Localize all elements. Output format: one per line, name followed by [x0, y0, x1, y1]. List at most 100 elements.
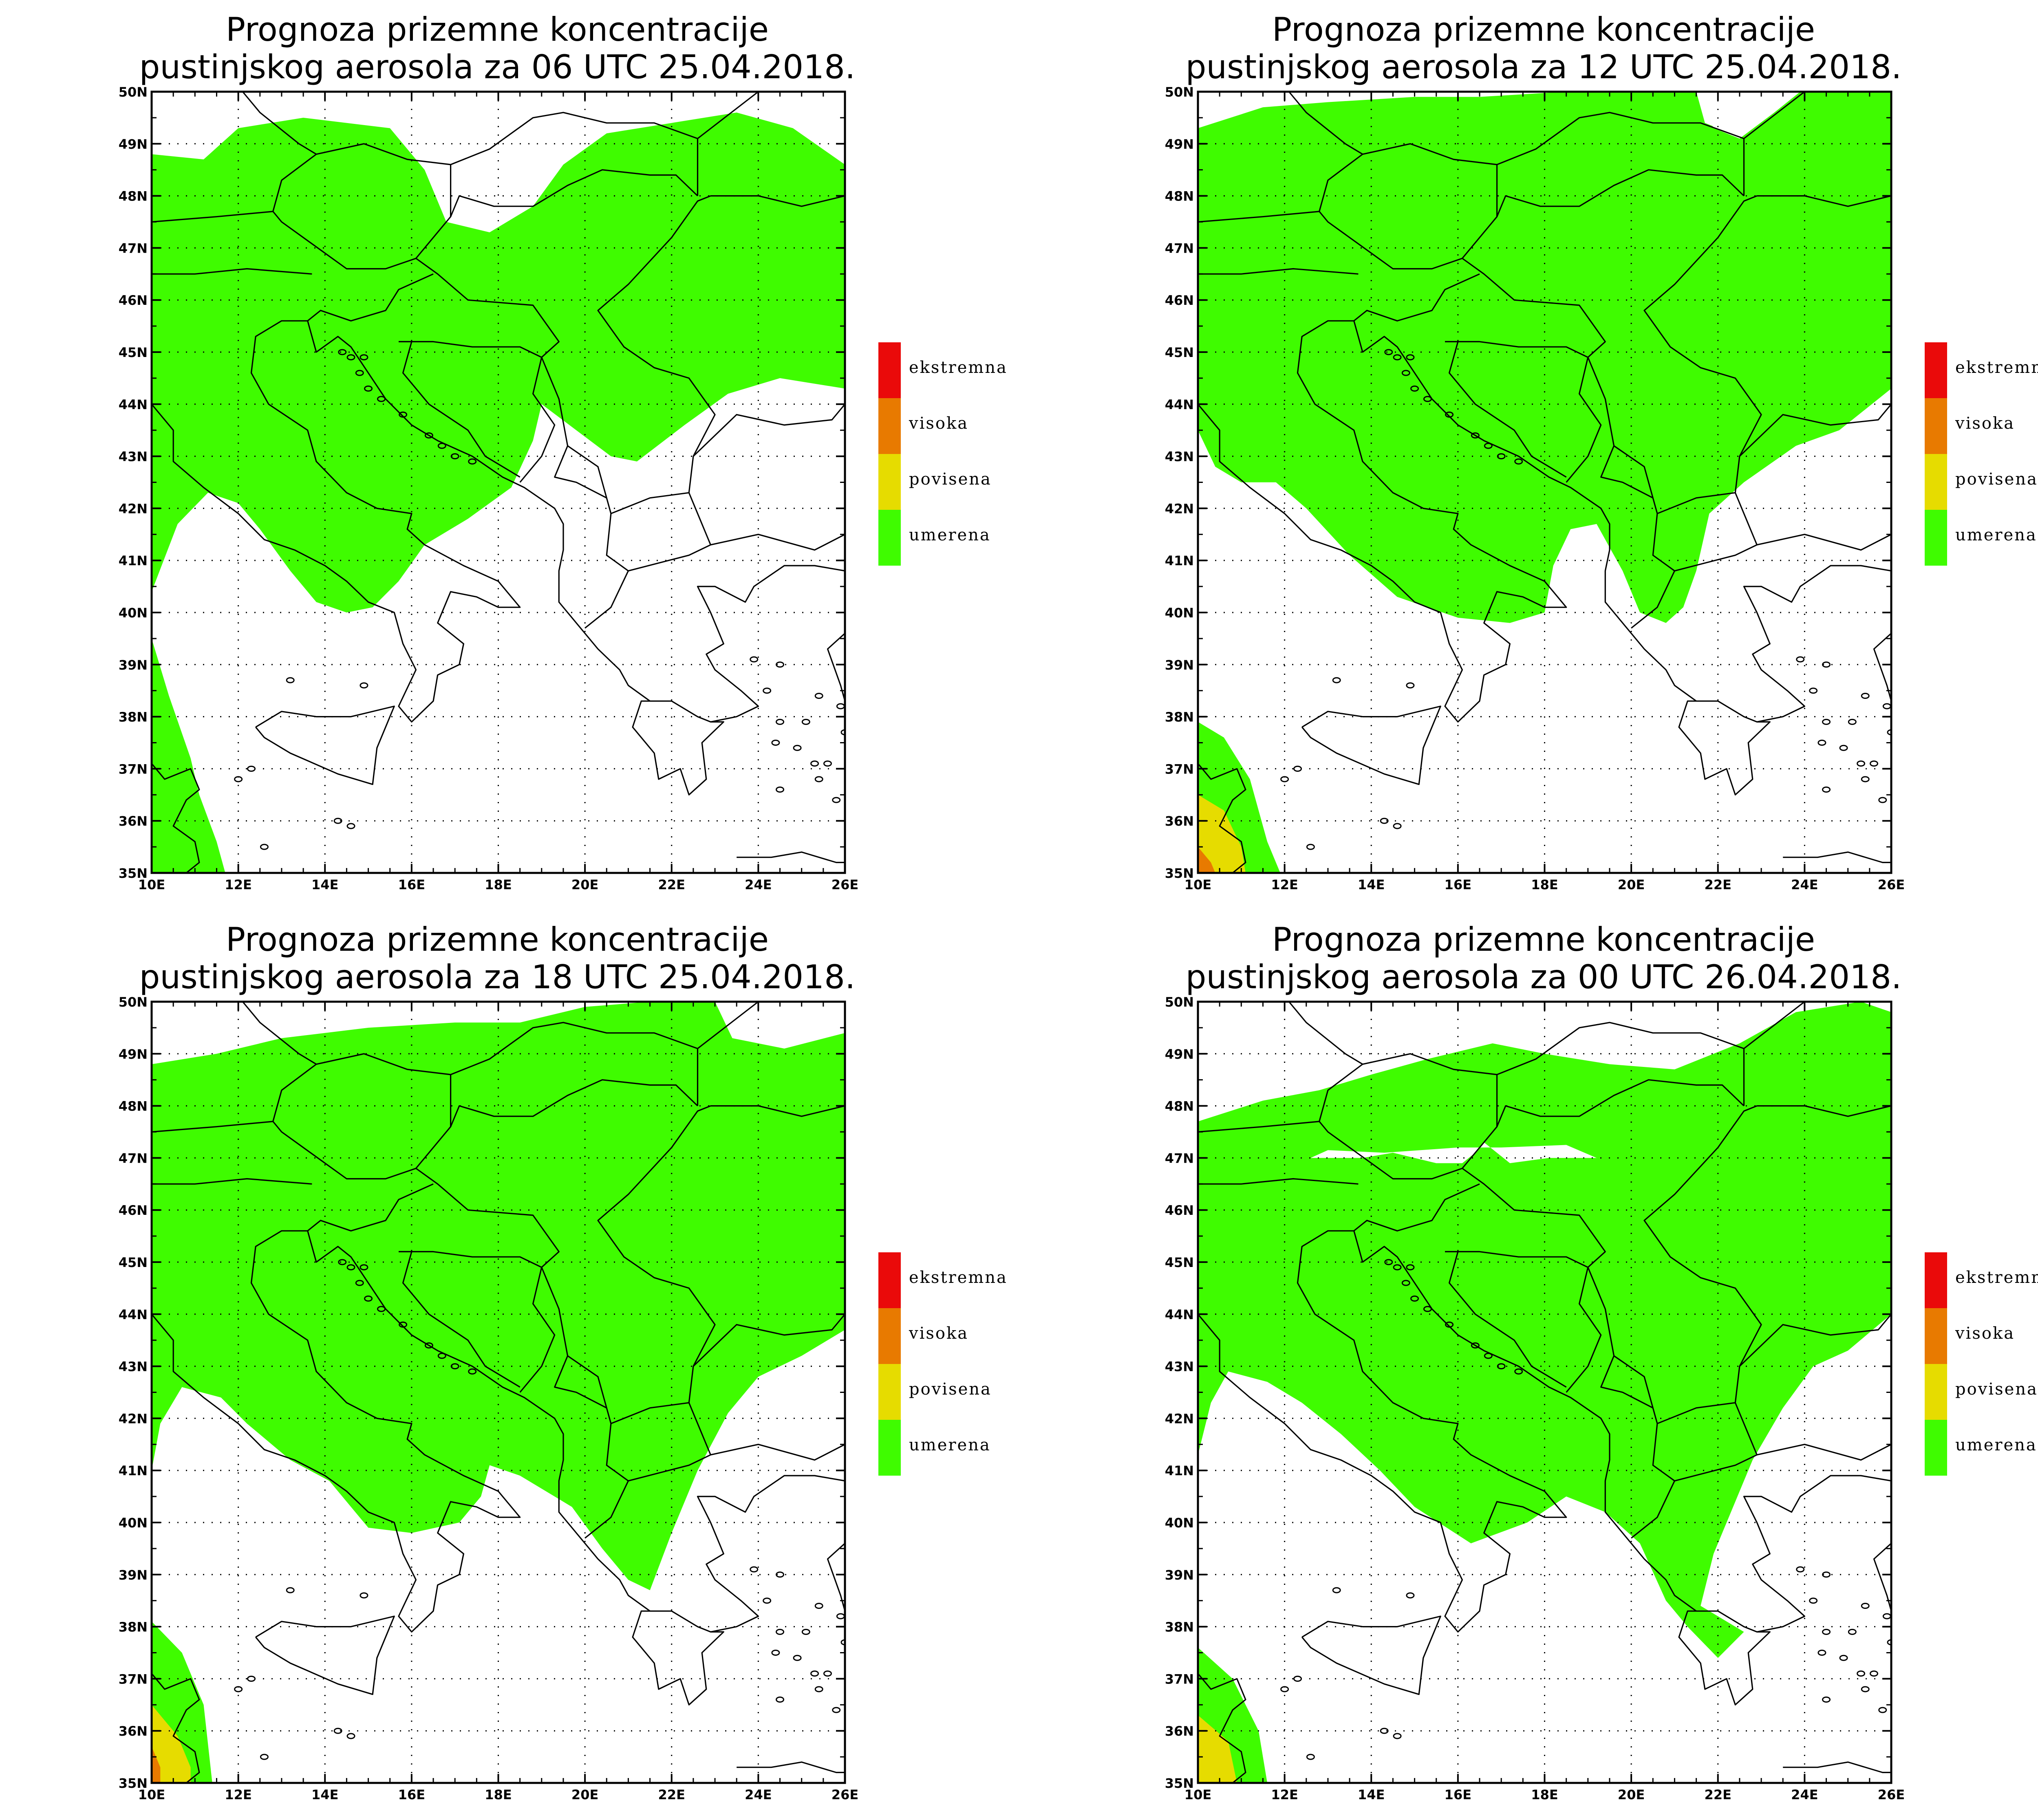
- lat-label: 35N: [119, 1776, 148, 1791]
- island-outline: [377, 396, 386, 402]
- island-outline: [1497, 453, 1506, 460]
- island-outline: [333, 817, 342, 824]
- island-outline: [776, 718, 785, 725]
- lat-label: 50N: [1165, 994, 1194, 1010]
- border-line: [1353, 1183, 1480, 1232]
- island-outline: [1406, 1264, 1415, 1271]
- island-outline: [1887, 729, 1891, 736]
- lat-label: 35N: [1165, 1776, 1194, 1791]
- border-line: [1643, 1105, 1762, 1403]
- border-line: [399, 1251, 542, 1268]
- island-outline: [1887, 1639, 1891, 1646]
- island-outline: [1869, 1670, 1878, 1677]
- island-outline: [1839, 745, 1848, 751]
- island-outline: [360, 1592, 368, 1599]
- island-outline: [776, 1697, 785, 1703]
- legend-swatch-umerena: [878, 510, 901, 566]
- island-outline: [338, 349, 347, 355]
- border-line: [1600, 1355, 1654, 1409]
- island-outline: [399, 1321, 408, 1328]
- island-outline: [1393, 354, 1402, 361]
- border-line: [1873, 632, 1891, 701]
- border-line: [1448, 1251, 1567, 1388]
- border-line: [632, 1610, 724, 1705]
- border-line: [307, 273, 434, 322]
- island-outline: [1410, 1295, 1419, 1302]
- legend-label-umerena: umerena: [1955, 1436, 2037, 1454]
- island-outline: [1410, 385, 1419, 392]
- lat-label: 45N: [1165, 1255, 1194, 1270]
- aerosol-visoka-area: [1198, 847, 1215, 873]
- island-outline: [437, 1353, 446, 1359]
- lat-label: 44N: [119, 1307, 148, 1322]
- legend-swatch-ekstremna: [1925, 342, 1947, 398]
- border-line: [1678, 700, 1771, 795]
- legend-swatch-visoka: [1925, 398, 1947, 454]
- island-outline: [450, 453, 459, 460]
- island-outline: [1857, 760, 1866, 767]
- lat-label: 37N: [1165, 1671, 1194, 1687]
- legend-swatch-ekstremna: [1925, 1252, 1947, 1308]
- island-outline: [1857, 1670, 1866, 1677]
- border-line: [152, 320, 521, 723]
- lat-label: 42N: [1165, 1411, 1194, 1426]
- island-outline: [793, 745, 802, 751]
- border-line: [242, 92, 317, 155]
- island-outline: [771, 1650, 780, 1656]
- border-line: [307, 320, 651, 702]
- lat-label: 49N: [1165, 137, 1194, 152]
- lat-label: 50N: [119, 84, 148, 100]
- island-outline: [823, 1670, 832, 1677]
- island-outline: [437, 443, 446, 449]
- legend-label-povisena: povisena: [1955, 470, 2038, 489]
- island-outline: [1861, 692, 1870, 699]
- island-outline: [1861, 1686, 1870, 1692]
- lat-label: 41N: [1165, 553, 1194, 568]
- map-title-line2: pustinjskog aerosola za 18 UTC 25.04.201…: [139, 958, 856, 996]
- island-outline: [1332, 677, 1341, 683]
- border-line: [242, 1002, 317, 1065]
- island-outline: [1484, 443, 1493, 449]
- island-outline: [1861, 776, 1870, 782]
- border-line: [152, 268, 312, 275]
- island-outline: [1822, 1697, 1831, 1703]
- lat-label: 43N: [1165, 449, 1194, 465]
- border-line: [1198, 268, 1359, 275]
- lat-label: 48N: [119, 189, 148, 204]
- island-outline: [1380, 817, 1389, 824]
- border-line: [1462, 169, 1745, 259]
- aerosol-umerena-area: [152, 638, 225, 873]
- legend-label-ekstremna: ekstremna: [909, 358, 1008, 377]
- border-line: [1757, 1105, 1891, 1117]
- island-outline: [346, 1733, 355, 1739]
- island-outline: [1514, 1368, 1523, 1375]
- border-line: [152, 1230, 521, 1633]
- island-outline: [776, 661, 785, 668]
- border-line: [1657, 1402, 1758, 1482]
- map-area: [152, 1002, 845, 1783]
- map-svg: Prognoza prizemne koncentracijepustinjsk…: [1165, 11, 2038, 892]
- map-title-line1: Prognoza prizemne koncentracije: [226, 11, 769, 48]
- border-line: [152, 1178, 312, 1185]
- border-line: [1319, 1053, 1497, 1122]
- island-outline: [771, 740, 780, 746]
- clear-area: [719, 1002, 845, 1044]
- island-outline: [1445, 1321, 1454, 1328]
- lat-label: 49N: [119, 137, 148, 152]
- border-line: [272, 1053, 451, 1122]
- legend-swatch-povisena: [878, 454, 901, 510]
- lon-label: 22E: [658, 877, 685, 892]
- island-outline: [346, 1264, 355, 1271]
- lon-label: 16E: [1445, 877, 1471, 892]
- island-outline: [823, 760, 832, 767]
- island-outline: [1809, 1597, 1818, 1604]
- island-outline: [1861, 1602, 1870, 1609]
- lat-label: 42N: [1165, 501, 1194, 516]
- border-line: [402, 1251, 521, 1388]
- border-line: [693, 1313, 845, 1367]
- island-outline: [801, 718, 810, 725]
- island-outline: [832, 797, 841, 803]
- lat-label: 45N: [119, 345, 148, 360]
- aerosol-povisena-area: [152, 1705, 191, 1783]
- lon-label: 18E: [485, 877, 512, 892]
